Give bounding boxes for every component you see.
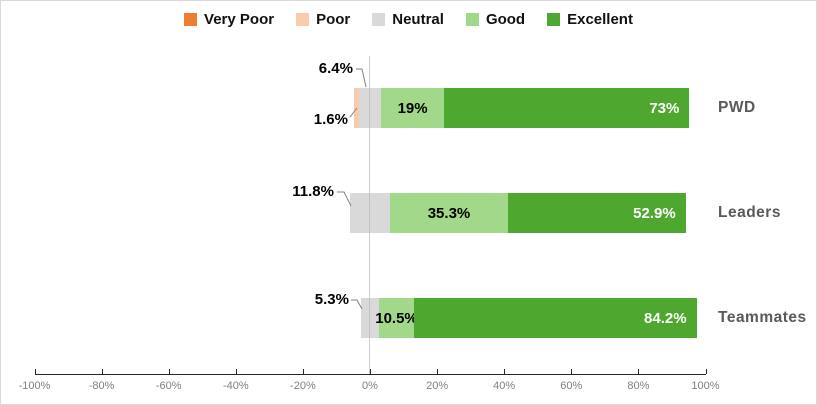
x-axis-tick-label: 100%	[691, 380, 720, 392]
legend-item-neutral: Neutral	[372, 11, 444, 28]
value-label-good: 10.5%	[375, 309, 418, 327]
legend-label-poor: Poor	[316, 11, 351, 28]
x-axis-tick	[101, 369, 103, 374]
x-axis-tick-label: 80%	[627, 380, 650, 392]
x-axis-tick	[34, 369, 36, 374]
x-axis-tick-label: -20%	[290, 380, 316, 392]
callout-label-poor: 1.6%	[313, 111, 348, 128]
legend-swatch-excellent-icon	[547, 13, 561, 26]
x-axis-tick	[705, 369, 707, 374]
x-axis-tick	[168, 369, 170, 374]
x-axis-tick	[302, 369, 304, 374]
category-label: Teammates	[718, 309, 807, 326]
x-axis-tick	[437, 369, 439, 374]
callout-label-neutral: 5.3%	[314, 291, 349, 308]
bar-segment-good: 19%	[380, 88, 445, 128]
bar-segment-excellent: 84.2%	[414, 298, 697, 338]
value-label-good: 19%	[397, 99, 428, 117]
legend-item-good: Good	[465, 11, 526, 28]
callout-label-neutral: 11.8%	[292, 183, 334, 200]
chart-legend: Very Poor Poor Neutral Good Excellent	[1, 11, 816, 28]
x-axis-tick	[235, 369, 237, 374]
bar-segment-excellent: 73%	[444, 88, 690, 128]
value-label-excellent: 52.9%	[633, 204, 676, 222]
legend-label-very-poor: Very Poor	[204, 11, 275, 28]
bar-segment-good: 35.3%	[389, 193, 509, 233]
x-axis-tick	[571, 369, 573, 374]
x-axis-tick-label: 60%	[560, 380, 583, 392]
legend-swatch-neutral-icon	[372, 13, 386, 26]
x-axis-tick	[370, 369, 371, 374]
bar-segment-excellent: 52.9%	[508, 193, 686, 233]
x-axis-tick-label: -100%	[18, 380, 51, 392]
x-axis-line	[34, 374, 706, 376]
x-axis-tick	[638, 369, 640, 374]
legend-label-neutral: Neutral	[392, 11, 444, 28]
legend-swatch-poor-icon	[296, 13, 310, 26]
x-axis-tick-label: -60%	[155, 380, 182, 392]
bar-segment-neutral	[350, 193, 390, 233]
bar-segment-neutral	[359, 88, 381, 128]
legend-swatch-very-poor-icon	[184, 13, 198, 26]
legend-item-excellent: Excellent	[547, 11, 633, 28]
legend-item-poor: Poor	[296, 11, 350, 28]
callout-label-neutral: 6.4%	[318, 60, 353, 77]
x-axis-tick-label: -40%	[222, 380, 249, 392]
bar-segment-neutral	[361, 298, 379, 338]
x-axis-tick-label: 20%	[426, 380, 449, 392]
value-label-excellent: 73%	[649, 99, 680, 117]
category-label: Leaders	[718, 204, 781, 221]
legend-label-good: Good	[485, 11, 526, 28]
bar-segment-good: 10.5%	[375, 298, 418, 338]
value-label-good: 35.3%	[427, 204, 471, 222]
neutral-zero-seam	[369, 193, 370, 233]
legend-label-excellent: Excellent	[567, 11, 633, 28]
legend-swatch-good-icon	[465, 13, 479, 26]
x-axis-tick-label: -80%	[88, 380, 115, 392]
value-label-excellent: 84.2%	[644, 309, 687, 327]
legend-item-very-poor: Very Poor	[184, 11, 274, 28]
neutral-zero-seam	[369, 298, 370, 338]
category-label: PWD	[718, 99, 756, 116]
x-axis-tick-label: 0%	[362, 380, 378, 392]
x-axis-tick	[504, 369, 506, 374]
x-axis-tick-label: 40%	[493, 380, 516, 392]
neutral-zero-seam	[369, 88, 370, 128]
